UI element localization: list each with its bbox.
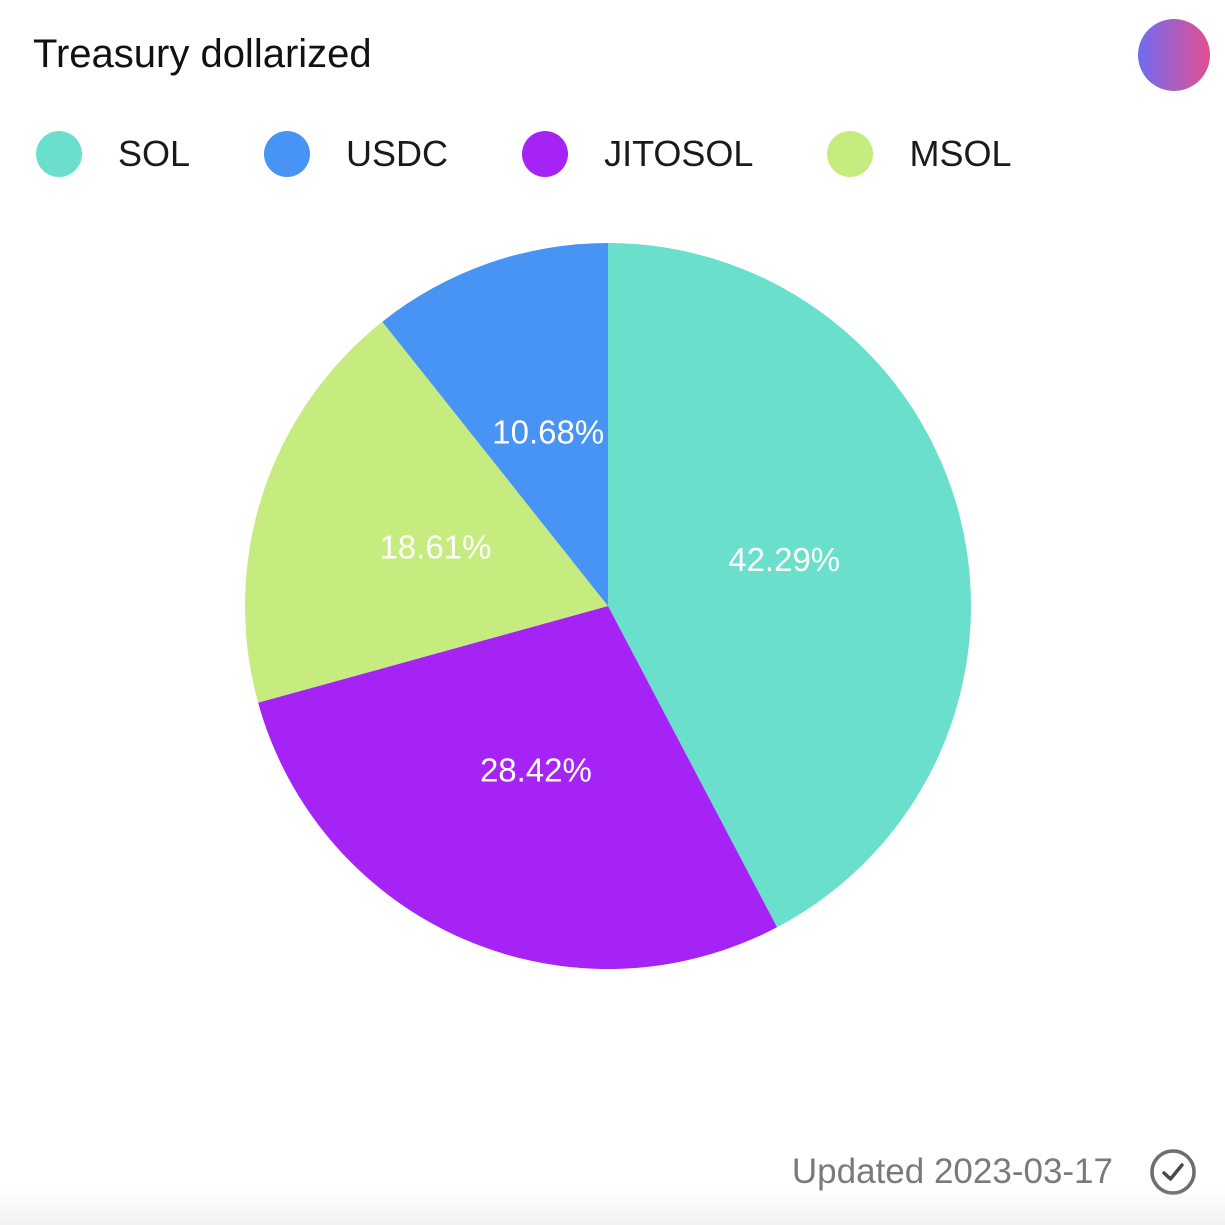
legend-item-msol[interactable]: MSOL xyxy=(827,131,1011,177)
legend-item-jitosol[interactable]: JITOSOL xyxy=(522,131,753,177)
slice-label-sol: 42.29% xyxy=(728,541,840,578)
legend-label: SOL xyxy=(118,133,191,174)
footer: Updated 2023-03-17 xyxy=(792,1146,1197,1198)
chart-title: Treasury dollarized xyxy=(33,32,372,76)
pie-slice-jitosol[interactable] xyxy=(258,606,778,969)
bottom-shadow xyxy=(0,1189,1225,1225)
pie-slice-msol[interactable] xyxy=(245,321,608,703)
slice-label-jitosol: 28.42% xyxy=(480,751,592,788)
legend-swatch xyxy=(827,131,874,177)
legend-label: MSOL xyxy=(909,133,1012,174)
legend-item-sol[interactable]: SOL xyxy=(36,131,190,177)
legend-label: JITOSOL xyxy=(604,133,754,174)
pie-slice-sol[interactable] xyxy=(608,243,971,928)
legend-swatch xyxy=(522,131,569,177)
slice-label-msol: 18.61% xyxy=(379,528,491,565)
updated-timestamp: Updated 2023-03-17 xyxy=(791,1152,1113,1191)
pie-slice-usdc[interactable] xyxy=(382,243,608,606)
legend-swatch xyxy=(264,131,311,177)
legend-item-usdc[interactable]: USDC xyxy=(264,131,448,177)
avatar[interactable] xyxy=(1138,19,1210,91)
slice-label-usdc: 10.68% xyxy=(492,413,604,450)
chart-legend: SOL USDC JITOSOL MSOL xyxy=(36,130,1085,178)
legend-label: USDC xyxy=(346,133,449,174)
legend-swatch xyxy=(36,131,82,177)
